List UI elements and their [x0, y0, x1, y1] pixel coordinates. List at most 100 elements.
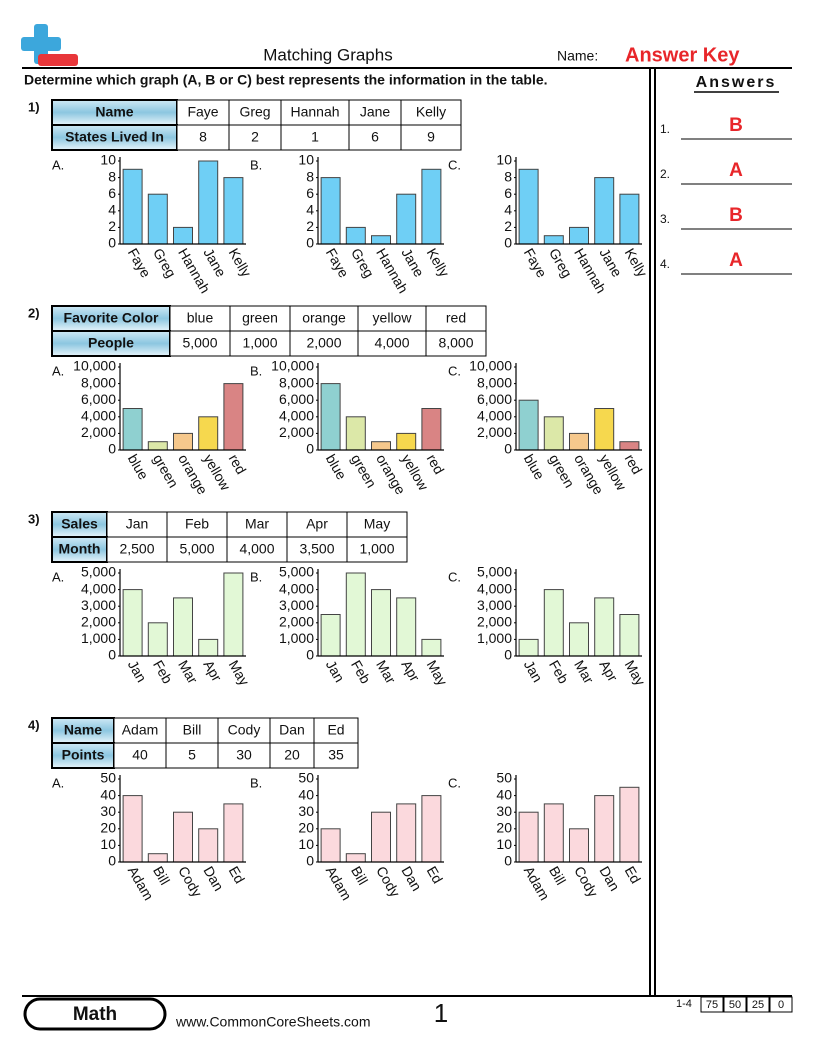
bar	[371, 589, 391, 657]
x-tick-label: Jan	[521, 657, 546, 685]
table-text: 4,000	[239, 541, 274, 557]
y-tick-label: 10,000	[271, 358, 314, 374]
x-tick-label: Kelly	[226, 245, 255, 279]
table-text: Bill	[183, 722, 202, 738]
table-text: 1,000	[359, 541, 394, 557]
y-tick-label: 0	[108, 235, 116, 251]
x-tick-label: Apr	[596, 657, 621, 684]
graph-label: C.	[448, 775, 461, 790]
y-tick-label: 4,000	[81, 408, 116, 424]
table-header-cell	[51, 124, 178, 151]
bar	[173, 432, 193, 451]
table-text: 3,500	[299, 541, 334, 557]
x-tick-label: Feb	[150, 657, 176, 686]
y-tick-label: 0	[504, 235, 512, 251]
bar	[594, 408, 615, 451]
y-tick-label: 2	[108, 218, 116, 234]
graph-label: C.	[448, 157, 461, 172]
x-tick-label: Faye	[521, 245, 551, 280]
y-tick-label: 10	[100, 836, 116, 852]
instructions: Determine which graph (A, B or C) best r…	[24, 72, 548, 88]
y-tick-label: 2,000	[477, 614, 512, 630]
page-number: 1	[434, 998, 448, 1028]
y-tick-label: 4,000	[81, 580, 116, 596]
table-text: 1	[311, 129, 319, 145]
table-cell	[166, 511, 228, 538]
score-box	[746, 996, 770, 1013]
answer-key: Answer Key	[625, 44, 740, 66]
problem-number: 3)	[28, 511, 40, 526]
score-label: 1-4	[676, 998, 692, 1010]
table-text: Jan	[126, 516, 149, 532]
table-text: Faye	[187, 104, 218, 120]
x-tick-label: May	[424, 657, 451, 688]
problem-number: 2)	[28, 305, 40, 320]
table-text: Jane	[360, 104, 391, 120]
y-tick-label: 0	[108, 441, 116, 457]
problem-number: 1)	[28, 99, 40, 114]
graph-label: A.	[52, 157, 64, 172]
y-tick-label: 4	[504, 202, 512, 218]
bar	[122, 795, 143, 863]
y-tick-label: 10,000	[469, 358, 512, 374]
bar	[421, 408, 442, 451]
table-header-text: Sales	[61, 516, 98, 532]
x-tick-label: Apr	[398, 657, 423, 684]
x-tick-label: red	[622, 451, 646, 477]
y-tick-label: 5,000	[81, 564, 116, 580]
bar	[371, 811, 391, 863]
y-tick-label: 10	[298, 836, 314, 852]
bar	[173, 597, 193, 657]
y-tick-label: 0	[306, 853, 314, 869]
bar	[543, 235, 564, 245]
table-cell	[346, 536, 408, 563]
table-cell	[357, 330, 427, 357]
bar	[569, 226, 589, 245]
table-text: yellow	[373, 310, 413, 326]
table-header-cell	[51, 99, 178, 126]
table-text: green	[242, 310, 278, 326]
table-cell	[269, 742, 315, 769]
bar	[518, 638, 539, 657]
x-tick-label: Cody	[175, 863, 205, 899]
table-header-text: Name	[64, 722, 102, 738]
bar	[122, 408, 143, 451]
x-tick-label: Faye	[125, 245, 155, 280]
bar	[569, 432, 589, 451]
x-tick-label: Greg	[546, 245, 575, 280]
score-box	[769, 996, 793, 1013]
x-tick-label: Kelly	[424, 245, 453, 279]
x-tick-label: Bill	[546, 863, 569, 887]
table-text: 4,000	[374, 335, 409, 351]
x-tick-label: blue	[323, 451, 350, 482]
y-tick-label: 40	[100, 786, 116, 802]
table-text: 20	[284, 747, 300, 763]
bar	[345, 572, 366, 657]
y-tick-label: 50	[298, 770, 314, 786]
x-tick-label: Mar	[571, 657, 597, 686]
bar	[198, 416, 219, 451]
table-header-cell	[51, 330, 171, 357]
x-tick-label: Mar	[373, 657, 399, 686]
bar	[543, 589, 564, 657]
table-text: 9	[427, 129, 435, 145]
bar	[320, 828, 341, 863]
y-tick-label: 2,000	[477, 424, 512, 440]
y-tick-label: 2,000	[81, 424, 116, 440]
answer-number: 3.	[660, 212, 670, 226]
y-tick-label: 2,000	[279, 614, 314, 630]
y-tick-label: 30	[496, 803, 512, 819]
x-tick-label: Feb	[348, 657, 374, 686]
bar	[371, 441, 391, 451]
y-tick-label: 0	[504, 853, 512, 869]
y-tick-label: 20	[298, 820, 314, 836]
bar	[147, 193, 168, 245]
graph-label: A.	[52, 775, 64, 790]
bar	[594, 597, 615, 657]
graph-label: B.	[250, 363, 262, 378]
x-tick-label: blue	[125, 451, 152, 482]
bar	[569, 622, 589, 657]
bar	[223, 572, 244, 657]
y-tick-label: 0	[306, 235, 314, 251]
table-text: 2	[251, 129, 259, 145]
